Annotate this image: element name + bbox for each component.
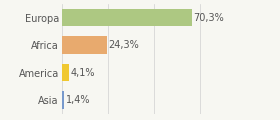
Bar [62, 64, 69, 81]
Bar [62, 36, 106, 54]
Bar [62, 9, 192, 27]
Text: 1,4%: 1,4% [66, 95, 90, 105]
Text: 4,1%: 4,1% [71, 68, 95, 78]
Text: 70,3%: 70,3% [193, 13, 224, 23]
Text: 24,3%: 24,3% [108, 40, 139, 50]
Bar [62, 91, 64, 109]
